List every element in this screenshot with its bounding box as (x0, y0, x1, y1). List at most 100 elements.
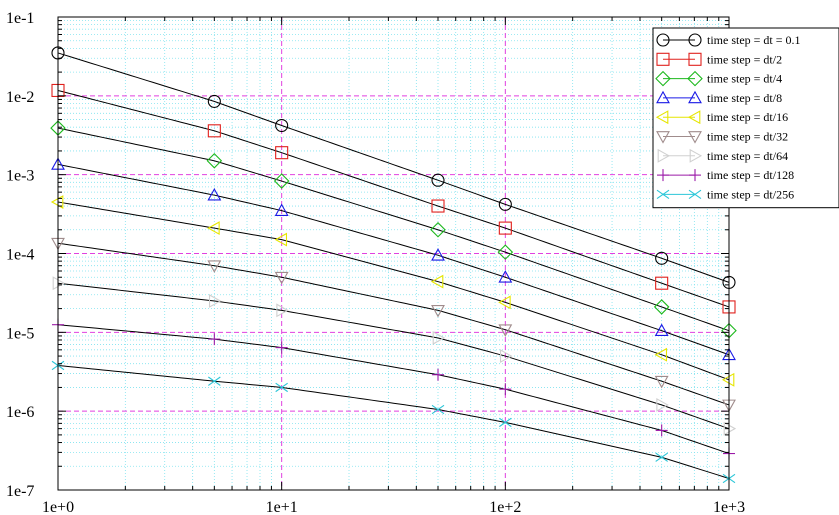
y-tick-label: 1e-3 (6, 168, 34, 185)
data-point-marker (274, 271, 289, 285)
legend-marker (657, 169, 669, 182)
legend-label: time step = dt/4 (707, 72, 782, 86)
series-line (57, 364, 730, 479)
legend-item: time step = dt/128 (657, 168, 794, 182)
series-9 (51, 360, 736, 484)
data-point-marker (273, 173, 290, 189)
legend-marker (687, 70, 703, 87)
series-line (57, 282, 730, 430)
legend-marker (688, 189, 702, 200)
data-point-marker (498, 270, 513, 283)
legend-marker (656, 131, 670, 144)
data-point-marker (275, 118, 289, 133)
data-point-marker (275, 146, 289, 160)
data-point-marker (499, 383, 512, 396)
data-point-marker (654, 347, 668, 362)
legend-marker (655, 70, 671, 87)
data-point-marker (207, 188, 222, 201)
legend-item: time step = dt/32 (656, 130, 788, 144)
legend-item: time step = dt/256 (656, 187, 794, 201)
series-line (57, 127, 730, 332)
data-point-marker (430, 274, 444, 289)
legend-label: time step = dt = 0.1 (707, 33, 801, 47)
marker-stroke (655, 452, 668, 462)
legend-marker (656, 33, 670, 47)
legend-marker (688, 33, 702, 47)
data-point-marker (431, 248, 445, 261)
data-point-marker (207, 260, 222, 273)
legend: time step = dt = 0.1 time step = dt/2 time… (652, 27, 839, 209)
data-point-marker (654, 375, 669, 389)
marker-stroke (499, 417, 512, 428)
legend-item: time step = dt/8 (656, 90, 782, 105)
legend-marker (657, 148, 671, 163)
legend-item: time step = dt/16 (655, 110, 788, 125)
data-point-marker (653, 299, 670, 315)
x-tick-label: 1e+2 (489, 499, 521, 515)
series-5 (50, 195, 735, 387)
legend-marker (689, 148, 703, 163)
series-line (57, 324, 730, 455)
data-point-marker (430, 221, 446, 238)
legend-item: time step = dt/4 (655, 70, 782, 87)
data-point-marker (497, 244, 514, 260)
legend-label: time step = dt/64 (707, 149, 788, 163)
data-point-marker (208, 376, 221, 386)
data-point-marker (498, 324, 513, 337)
data-point-marker (655, 276, 669, 290)
legend-marker (687, 110, 701, 125)
data-point-marker (207, 221, 220, 236)
data-point-marker (654, 323, 669, 337)
legend-label: time step = dt/256 (707, 187, 794, 201)
series-line (57, 242, 730, 406)
series-line (57, 163, 730, 356)
y-tick-label: 1e-6 (6, 404, 34, 421)
data-point-marker (498, 295, 511, 310)
legend-label: time step = dt/16 (707, 110, 788, 124)
legend-marker (688, 90, 702, 104)
data-point-marker (274, 232, 288, 247)
data-point-marker (276, 303, 289, 318)
legend-marker (656, 90, 670, 104)
series-line (57, 201, 730, 381)
legend-item: time step = dt = 0.1 (656, 33, 801, 47)
data-point-marker (207, 124, 221, 138)
data-point-marker (208, 294, 222, 308)
data-point-marker (206, 153, 223, 169)
x-tick-label: 1e+3 (713, 499, 745, 515)
legend-marker (688, 131, 702, 144)
x-tick-label: 1e+0 (42, 499, 74, 515)
y-tick-label: 1e-7 (6, 483, 34, 500)
data-point-marker (499, 417, 512, 428)
legend-marker (688, 52, 702, 66)
data-point-marker (723, 421, 737, 436)
data-point-marker (50, 195, 64, 209)
data-point-marker (431, 199, 445, 213)
data-point-marker (499, 349, 513, 363)
data-point-marker (274, 203, 289, 216)
marker-stroke (275, 382, 288, 393)
data-point-marker (655, 424, 668, 437)
axes: 1e-1 1e-2 1e-3 1e-4 1e-5 1e-6 1e-7 1e+0 1e+1 1e+2… (6, 10, 745, 515)
legend-marker (656, 52, 670, 66)
y-tick-label: 1e-1 (6, 10, 34, 27)
data-point-marker (52, 276, 66, 291)
data-point-marker (655, 452, 668, 462)
legend-label: time step = dt/32 (707, 130, 788, 144)
data-point-marker (721, 372, 735, 387)
series-line (57, 52, 730, 283)
y-tick-label: 1e-2 (6, 89, 34, 106)
legend-label: time step = dt/8 (707, 91, 782, 105)
data-point-marker (275, 382, 288, 393)
data-point-marker (498, 197, 512, 211)
data-point-marker (431, 173, 445, 187)
data-point-marker (655, 251, 669, 265)
legend-marker (656, 189, 670, 200)
data-point-marker (432, 330, 446, 345)
data-point-marker (431, 404, 445, 415)
x-tick-label: 1e+1 (266, 499, 298, 515)
series-7 (52, 276, 737, 436)
data-point-marker (656, 397, 669, 412)
series-line (57, 89, 730, 308)
legend-item: time step = dt/2 (656, 52, 782, 66)
